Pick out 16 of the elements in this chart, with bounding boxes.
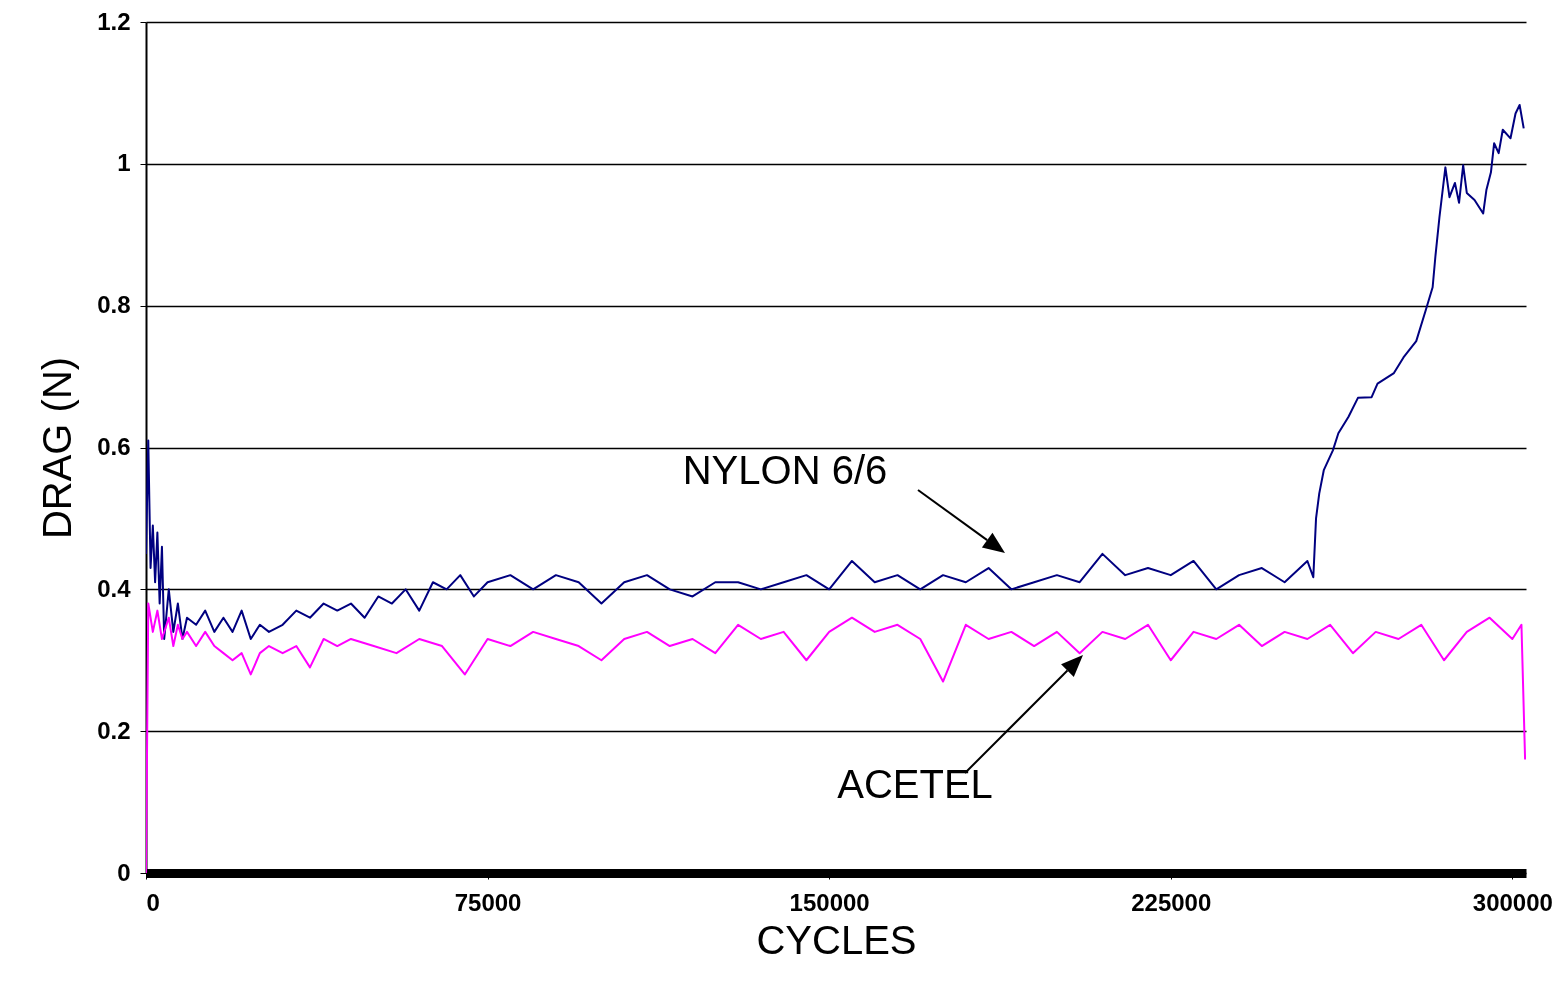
x-axis-title: CYCLES bbox=[756, 917, 917, 962]
y-tick-label: 0 bbox=[117, 858, 131, 886]
y-tick-label: 1 bbox=[117, 149, 131, 177]
annotation: ACETEL bbox=[837, 762, 993, 806]
y-tick-label: 1.2 bbox=[97, 7, 131, 35]
y-tick-label: 0.2 bbox=[97, 716, 131, 744]
x-tick-label: 75000 bbox=[454, 888, 522, 916]
x-tick-label: 0 bbox=[146, 888, 160, 916]
y-tick-label: 0.4 bbox=[97, 574, 132, 602]
y-tick-label: 0.8 bbox=[97, 291, 131, 319]
x-tick-label: 150000 bbox=[789, 888, 870, 916]
y-axis-title: DRAG (N) bbox=[35, 356, 80, 540]
y-tick-label: 0.6 bbox=[97, 433, 131, 460]
annotation: NYLON 6/6 bbox=[682, 448, 888, 492]
x-tick-label: 225000 bbox=[1131, 888, 1212, 916]
x-tick-label: 300000 bbox=[1472, 888, 1553, 916]
